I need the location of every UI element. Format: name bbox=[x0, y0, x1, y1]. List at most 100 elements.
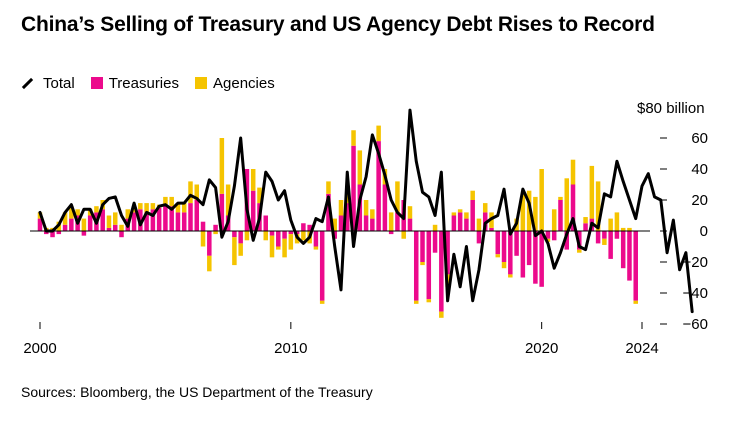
bar-treasuries bbox=[338, 215, 344, 231]
bar-agencies bbox=[395, 181, 400, 213]
bar-agencies bbox=[407, 206, 413, 219]
bar-agencies bbox=[602, 238, 607, 245]
bar-agencies bbox=[338, 200, 344, 216]
legend-swatch-treasuries bbox=[90, 77, 103, 89]
bar-agencies bbox=[620, 227, 626, 231]
bar-treasuries bbox=[382, 184, 388, 231]
bar-agencies bbox=[633, 300, 638, 304]
bar-treasuries bbox=[81, 231, 87, 236]
bar-agencies bbox=[238, 243, 243, 256]
bar-treasuries bbox=[326, 193, 331, 231]
bar-treasuries bbox=[351, 145, 356, 231]
bar-treasuries bbox=[395, 212, 400, 231]
bar-agencies bbox=[106, 215, 112, 228]
bar-treasuries bbox=[37, 218, 43, 231]
bar-agencies bbox=[608, 218, 613, 231]
bar-agencies bbox=[401, 231, 406, 239]
bar-agencies bbox=[112, 212, 118, 225]
bar-agencies bbox=[181, 203, 187, 213]
bar-agencies bbox=[144, 203, 149, 213]
bar-agencies bbox=[589, 165, 595, 219]
bar-treasuries bbox=[112, 224, 118, 231]
bar-treasuries bbox=[207, 231, 212, 256]
source-note: Sources: Bloomberg, the US Department of… bbox=[21, 384, 373, 400]
bar-agencies bbox=[257, 187, 262, 204]
bar-agencies bbox=[457, 209, 463, 213]
bar-agencies bbox=[388, 212, 394, 231]
bar-treasuries bbox=[150, 209, 156, 231]
bar-agencies bbox=[539, 169, 544, 231]
bar-treasuries bbox=[445, 231, 450, 275]
bar-treasuries bbox=[595, 231, 601, 244]
bar-agencies bbox=[376, 125, 381, 142]
bar-treasuries bbox=[119, 231, 124, 238]
bar-agencies bbox=[464, 212, 469, 219]
bar-treasuries bbox=[520, 231, 526, 278]
bar-treasuries bbox=[439, 231, 444, 312]
bar-agencies bbox=[169, 196, 174, 207]
bar-treasuries bbox=[413, 231, 419, 301]
bar-agencies bbox=[357, 150, 363, 185]
bar-treasuries bbox=[545, 231, 551, 239]
y-tick-label: 0 bbox=[700, 223, 708, 240]
bar-treasuries bbox=[50, 231, 55, 238]
bar-treasuries bbox=[583, 223, 588, 231]
bar-agencies bbox=[288, 234, 294, 250]
x-tick-label: 2024 bbox=[625, 340, 658, 357]
bar-treasuries bbox=[69, 218, 74, 231]
bar-agencies bbox=[163, 196, 168, 207]
bar-agencies bbox=[363, 200, 369, 216]
bar-agencies bbox=[326, 181, 331, 194]
bar-agencies bbox=[125, 209, 131, 219]
legend-label-total: Total bbox=[43, 74, 75, 92]
bar-agencies bbox=[614, 212, 620, 231]
bar-treasuries bbox=[144, 212, 149, 231]
y-tick-label: 40 bbox=[691, 161, 708, 178]
bar-treasuries bbox=[345, 203, 350, 231]
bar-treasuries bbox=[495, 231, 501, 255]
y-tick-label: −20 bbox=[683, 254, 708, 271]
bar-treasuries bbox=[426, 231, 432, 300]
bar-agencies bbox=[81, 218, 87, 231]
bar-agencies bbox=[188, 181, 193, 204]
legend-swatch-agencies bbox=[195, 77, 207, 89]
bar-agencies bbox=[520, 193, 526, 231]
bar-treasuries bbox=[370, 218, 375, 231]
bar-agencies bbox=[351, 130, 356, 146]
bar-agencies bbox=[207, 255, 212, 272]
bar-treasuries bbox=[514, 231, 519, 256]
bar-agencies bbox=[332, 218, 337, 231]
bar-treasuries bbox=[470, 200, 475, 231]
bar-treasuries bbox=[533, 231, 538, 284]
bar-treasuries bbox=[476, 231, 482, 244]
bar-agencies bbox=[370, 209, 375, 219]
legend-label-treasuries: Treasuries bbox=[108, 74, 179, 92]
bar-treasuries bbox=[100, 209, 105, 231]
bar-agencies bbox=[470, 190, 475, 200]
legend: Total Treasuries Agencies bbox=[21, 73, 291, 93]
legend-item-total: Total bbox=[21, 75, 75, 92]
bar-agencies bbox=[94, 206, 99, 213]
bar-treasuries bbox=[181, 212, 187, 231]
bar-agencies bbox=[62, 212, 68, 225]
bar-agencies bbox=[138, 203, 143, 210]
bar-agencies bbox=[551, 209, 557, 231]
bar-agencies bbox=[319, 300, 325, 304]
bar-agencies bbox=[413, 300, 419, 304]
bar-treasuries bbox=[87, 215, 93, 231]
bar-treasuries bbox=[169, 206, 174, 231]
bar-agencies bbox=[200, 231, 206, 247]
bar-agencies bbox=[119, 224, 124, 231]
bar-treasuries bbox=[570, 184, 576, 231]
bar-treasuries bbox=[363, 215, 369, 231]
bar-agencies bbox=[75, 209, 80, 216]
bar-treasuries bbox=[188, 203, 193, 231]
bar-agencies bbox=[313, 246, 319, 250]
bar-agencies bbox=[194, 184, 200, 200]
bar-treasuries bbox=[319, 231, 325, 301]
bar-treasuries bbox=[602, 231, 607, 239]
bar-treasuries bbox=[501, 231, 507, 262]
legend-label-agencies: Agencies bbox=[213, 74, 275, 92]
bar-agencies bbox=[131, 206, 137, 213]
